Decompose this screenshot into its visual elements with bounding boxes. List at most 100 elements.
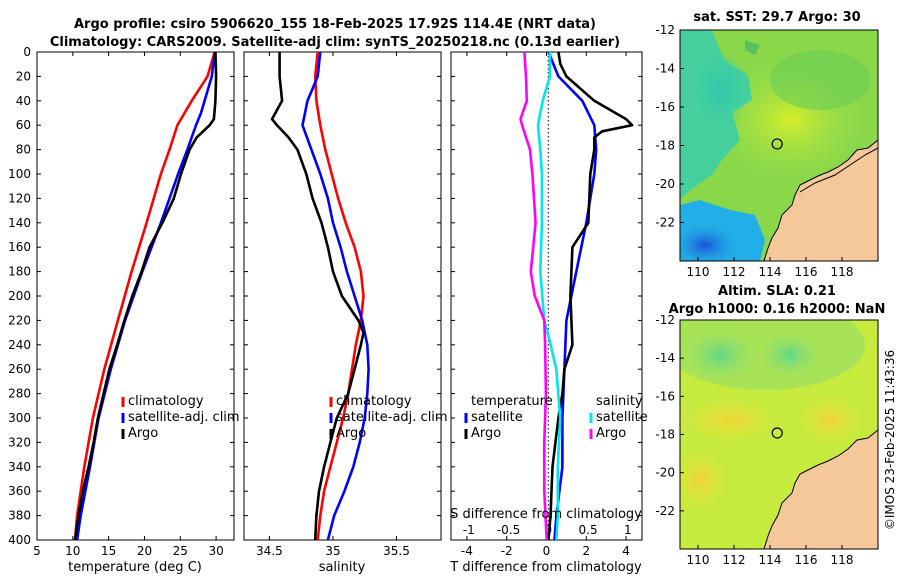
depth-tick-label: 20 (16, 69, 31, 83)
sst-cool-core (690, 50, 750, 130)
x-tick-label: 34.5 (256, 544, 283, 558)
sla-high-region (795, 395, 865, 445)
temperature-legend: climatology satellite-adj. clim Argo (121, 394, 240, 441)
sla-high-region (680, 398, 780, 442)
x-tick-label: 0 (543, 544, 551, 558)
temperature-x-axis: 5 10 15 20 25 30 (33, 52, 224, 558)
lat-tick-label: -12 (655, 23, 675, 37)
sla-low-core (760, 333, 820, 377)
difference-panel (450, 51, 643, 541)
coastline-detail (799, 147, 878, 193)
legend-label: climatology (128, 394, 204, 409)
legend-label: Argo (336, 426, 366, 441)
x-tick-label: 30 (208, 544, 223, 558)
x2-tick-label: -0.5 (497, 523, 520, 537)
lat-tick-label: -16 (655, 389, 675, 403)
depth-axis: 0 20 40 60 80 100 120 140 160 180 200 220 240 260 280 3… (8, 45, 642, 547)
depth-tick-label: 200 (8, 289, 31, 303)
lat-tick-label: -18 (655, 139, 675, 153)
lon-tick-label: 110 (687, 265, 710, 279)
depth-tick-label: 300 (8, 411, 31, 425)
x-tick-label: 5 (33, 544, 41, 558)
lon-tick-label: 112 (723, 553, 746, 567)
figure-title-line2: Climatology: CARS2009. Satellite-adj cli… (50, 35, 620, 50)
difference-legend: temperature satellite Argo salinity sate… (464, 394, 648, 441)
lon-tick-label: 116 (795, 553, 818, 567)
legend-heading-salinity: salinity (596, 394, 643, 409)
depth-tick-label: 180 (8, 265, 31, 279)
series-line-satellite-adj-clim (301, 52, 370, 540)
sla-low-core (685, 330, 755, 380)
lat-tick-label: -18 (655, 428, 675, 442)
legend-label: climatology (336, 394, 412, 409)
legend-heading-temperature: temperature (471, 394, 553, 409)
sst-patch (770, 50, 870, 110)
x-tick-label: 15 (101, 544, 116, 558)
depth-tick-label: 80 (16, 143, 31, 157)
sst-map (680, 30, 878, 261)
depth-tick-label: 380 (8, 509, 31, 523)
depth-tick-label: 220 (8, 313, 31, 327)
x-tick-label: -2 (501, 544, 513, 558)
depth-tick-label: 240 (8, 338, 31, 352)
depth-tick-label: 60 (16, 118, 31, 132)
x2-tick-label: -1 (463, 523, 475, 537)
depth-tick-label: 120 (8, 191, 31, 205)
sla-map (680, 320, 878, 549)
series-line-t-satellite (547, 52, 598, 540)
legend-label: Argo (128, 426, 158, 441)
australia-coast (763, 139, 878, 261)
temperature-panel (36, 51, 235, 541)
lat-tick-label: -16 (655, 100, 675, 114)
series-line-climatology (313, 52, 365, 540)
x-tick-label: 35.5 (383, 544, 410, 558)
depth-tick-label: 0 (23, 45, 31, 59)
x2-tick-label: 1 (624, 523, 632, 537)
x-tick-label: -4 (461, 544, 473, 558)
legend-label: satellite-adj. clim (336, 410, 448, 425)
legend-label: satellite (471, 410, 523, 425)
sst-patch (745, 40, 760, 55)
sst-cold-core (680, 223, 740, 261)
figure-title-line1: Argo profile: csiro 5906620_155 18-Feb-2… (74, 17, 596, 32)
salinity-series (270, 52, 370, 540)
series-line-argo (73, 52, 218, 540)
depth-tick-label: 260 (8, 362, 31, 376)
series-line-climatology (73, 52, 216, 540)
series-line-argo (270, 52, 365, 540)
depth-tick-label: 280 (8, 387, 31, 401)
lat-tick-label: -20 (655, 466, 675, 480)
imos-watermark: ©IMOS 23-Feb-2025 11:43:36 (883, 350, 897, 530)
lat-tick-label: -22 (655, 216, 675, 230)
sla-map-title-line1: Altim. SLA: 0.21 (718, 284, 836, 299)
lon-tick-label: 116 (795, 265, 818, 279)
lon-tick-label: 118 (831, 265, 854, 279)
difference-x-axis: -4 -2 0 2 4 (461, 52, 630, 558)
sst-map-title: sat. SST: 29.7 Argo: 30 (693, 10, 860, 25)
depth-tick-label: 320 (8, 435, 31, 449)
difference-x2label: S difference from climatology (450, 507, 642, 522)
difference-series (519, 52, 634, 540)
legend-label: satellite-adj. clim (128, 410, 240, 425)
depth-tick-label: 140 (8, 216, 31, 230)
x-tick-label: 4 (622, 544, 630, 558)
lat-tick-label: -14 (655, 62, 675, 76)
salinity-legend: climatology satellite-adj. clim Argo (329, 394, 448, 441)
depth-tick-label: 40 (16, 94, 31, 108)
argo-position-marker (771, 138, 783, 150)
sst-map-axes: 110 112 114 116 118 -12 -14 -16 -18 -20 -22 (655, 23, 853, 279)
x-tick-label: 25 (173, 544, 188, 558)
salinity-x-axis: 34.5 35 35.5 (256, 52, 410, 558)
lon-tick-label: 112 (723, 265, 746, 279)
depth-tick-label: 100 (8, 167, 31, 181)
depth-tick-label: 160 (8, 240, 31, 254)
legend-label: Argo (596, 426, 626, 441)
temperature-series (73, 52, 218, 540)
sla-map-axes: 110 112 114 116 118 -12 -14 -16 -18 -20 -22 (655, 313, 853, 567)
series-line-s-satellite (536, 52, 562, 540)
argo-position-marker (771, 427, 783, 439)
difference-xlabel: T difference from climatology (449, 560, 642, 575)
legend-label: satellite (596, 410, 648, 425)
series-line-s-argo (519, 52, 548, 540)
